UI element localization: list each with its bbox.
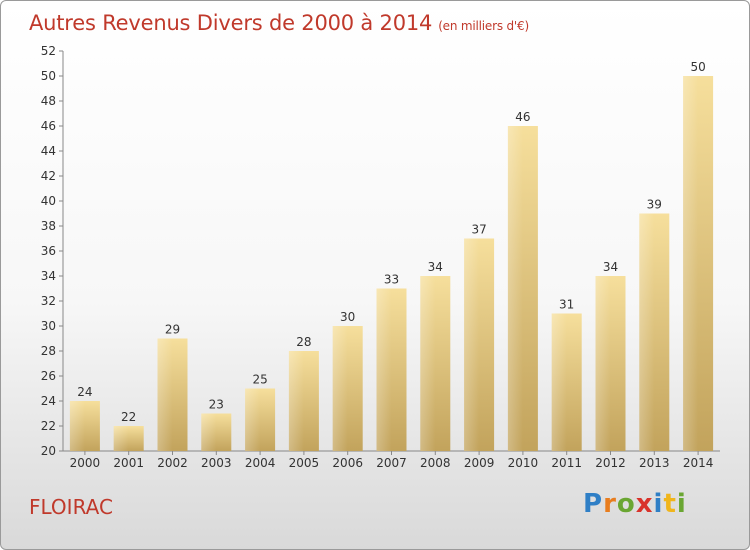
x-tick-label-2013: 2013 (639, 456, 670, 470)
chart-title: Autres Revenus Divers de 2000 à 2014 (en … (29, 11, 529, 35)
bar-highlight-2014 (683, 76, 699, 451)
proxiti-logo: Proxiti (583, 489, 687, 519)
x-tick-label-2014: 2014 (683, 456, 714, 470)
y-tick-label: 48 (41, 94, 56, 108)
x-tick-label-2005: 2005 (289, 456, 320, 470)
x-tick-label-2010: 2010 (508, 456, 539, 470)
data-label-2000: 24 (77, 385, 92, 399)
bar-highlight-2000 (69, 401, 85, 451)
data-label-2014: 50 (690, 60, 705, 74)
data-label-2004: 25 (252, 373, 267, 387)
data-label-2001: 22 (121, 410, 136, 424)
y-tick-label: 52 (41, 44, 56, 58)
bar-highlight-2007 (376, 288, 392, 451)
y-tick-label: 38 (41, 219, 56, 233)
data-label-2007: 33 (384, 273, 399, 287)
y-tick-label: 36 (41, 244, 56, 258)
y-tick-label: 40 (41, 194, 56, 208)
x-tick-label-2006: 2006 (332, 456, 363, 470)
y-tick-label: 30 (41, 319, 56, 333)
bar-highlight-2010 (507, 126, 523, 451)
bar-highlight-2006 (332, 326, 348, 451)
x-tick-label-2004: 2004 (245, 456, 276, 470)
x-tick-label-2012: 2012 (595, 456, 626, 470)
x-tick-label-2000: 2000 (70, 456, 101, 470)
y-tick-label: 46 (41, 119, 56, 133)
data-label-2009: 37 (471, 223, 486, 237)
bar-highlight-2003 (201, 413, 217, 451)
y-tick-label: 44 (41, 144, 56, 158)
bar-highlight-2012 (595, 276, 611, 451)
y-tick-label: 28 (41, 344, 56, 358)
data-label-2010: 46 (515, 110, 530, 124)
data-label-2003: 23 (209, 398, 224, 412)
y-tick-label: 34 (41, 269, 56, 283)
data-label-2012: 34 (603, 260, 618, 274)
chart-bars (69, 76, 714, 451)
x-tick-label-2002: 2002 (157, 456, 188, 470)
x-tick-label-2011: 2011 (551, 456, 582, 470)
bar-highlight-2011 (551, 313, 567, 451)
x-tick-label-2008: 2008 (420, 456, 451, 470)
data-label-2013: 39 (647, 198, 662, 212)
x-tick-label-2007: 2007 (376, 456, 407, 470)
data-label-2008: 34 (428, 260, 443, 274)
bar-highlight-2009 (464, 238, 480, 451)
data-label-2011: 31 (559, 298, 574, 312)
y-tick-label: 22 (41, 419, 56, 433)
chart-subtitle: (en milliers d'€) (438, 19, 529, 33)
y-tick-label: 32 (41, 294, 56, 308)
x-tick-label-2009: 2009 (464, 456, 495, 470)
chart-title-text: Autres Revenus Divers de 2000 à 2014 (29, 11, 433, 35)
y-tick-label: 42 (41, 169, 56, 183)
data-label-2005: 28 (296, 335, 311, 349)
bar-highlight-2002 (157, 338, 173, 451)
y-tick-label: 50 (41, 69, 56, 83)
bar-highlight-2013 (639, 213, 655, 451)
bar-highlight-2008 (420, 276, 436, 451)
bar-highlight-2005 (288, 351, 304, 451)
bar-highlight-2004 (245, 388, 261, 451)
y-tick-label: 24 (41, 394, 56, 408)
y-tick-label: 26 (41, 369, 56, 383)
x-tick-label-2001: 2001 (113, 456, 144, 470)
bar-highlight-2001 (113, 426, 129, 451)
x-tick-label-2003: 2003 (201, 456, 232, 470)
y-tick-label: 20 (41, 444, 56, 458)
chart-axes: 20 22 24 26 28 30 32 34 36 38 40 42 44 46 48 50 52 (41, 44, 720, 458)
chart-labels: 24 2000 22 2001 29 2002 23 2003 25 2004 28 2005 30 20… (70, 60, 714, 470)
data-label-2006: 30 (340, 310, 355, 324)
place-name: FLOIRAC (29, 495, 113, 519)
data-label-2002: 29 (165, 323, 180, 337)
